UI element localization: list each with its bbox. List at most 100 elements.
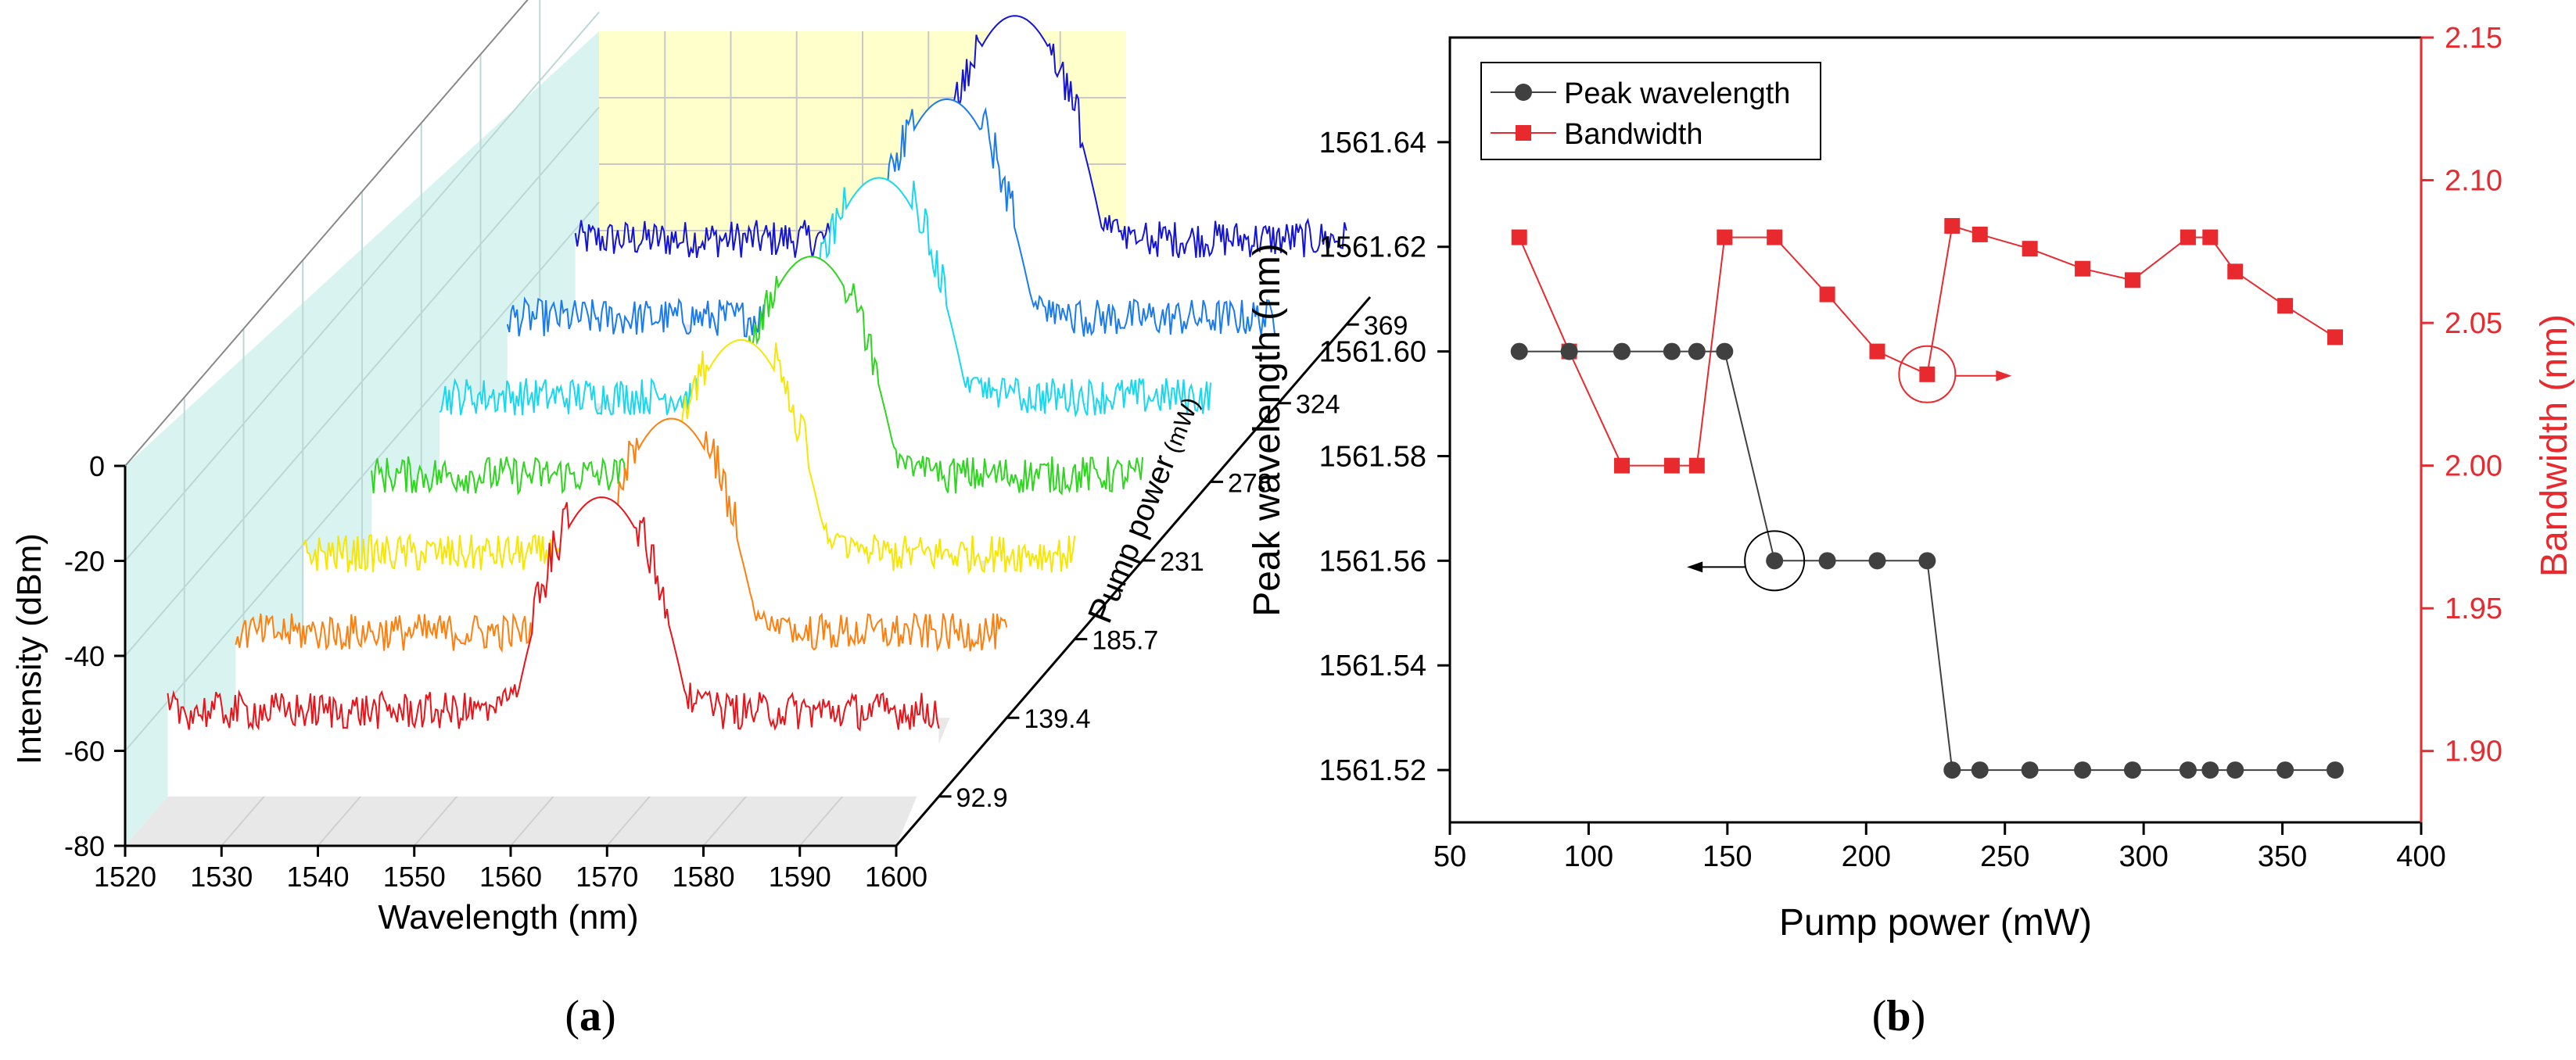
- bandwidth-point: [2075, 260, 2091, 277]
- peak-wavelength-point: [1818, 552, 1836, 570]
- peak-wavelength-point: [1943, 761, 1961, 779]
- panel-label-b: (b): [1872, 992, 1925, 1040]
- panel-a-waterfall-chart: 1520 1530 1540 1550 1560 1570 1580 1590 1600 0 -2…: [10, 0, 1408, 936]
- bandwidth-point: [1614, 457, 1631, 474]
- peak-wavelength-point: [2123, 761, 2141, 779]
- z-tick-label: 369: [1364, 311, 1408, 341]
- peak-wavelength-point: [2179, 761, 2197, 779]
- y-axis-ticks: 0 -20 -40 -60 -80: [64, 450, 125, 862]
- right-y-axis-title: Bandwidth (nm): [2534, 314, 2575, 577]
- y-tick-label: 1561.52: [1319, 754, 1426, 787]
- y2-tick-label: 2.15: [2445, 22, 2502, 55]
- x-tick-label: 1570: [576, 861, 638, 893]
- bandwidth-point: [1663, 457, 1680, 474]
- bandwidth-point: [1688, 457, 1705, 474]
- y-tick-label: 1561.56: [1319, 545, 1426, 578]
- peak-wavelength-point: [1613, 342, 1631, 360]
- z-tick-label: 278: [1228, 468, 1272, 498]
- bandwidth-point: [2327, 329, 2343, 346]
- legend-peak-marker: [1515, 84, 1532, 101]
- bandwidth-point: [2180, 229, 2196, 245]
- x-tick-label: 300: [2119, 840, 2168, 873]
- y-tick-label: 1561.54: [1319, 650, 1426, 682]
- spectrum-series-group: [167, 15, 1347, 797]
- z-tick-label: 139.4: [1024, 704, 1090, 734]
- y-tick-label: 1561.64: [1319, 127, 1426, 159]
- spectrum-line-139.4: [235, 417, 1008, 654]
- peak-wavelength-point: [2276, 761, 2294, 779]
- spectrum-line-369: [574, 15, 1347, 259]
- peak-wavelength-point: [1971, 761, 1989, 779]
- spectrum-line-278: [439, 177, 1211, 418]
- panel-label-b-close: ): [1911, 992, 1926, 1040]
- panel-b-dual-axis-chart: 50 100 150 200 250 300 350 400 1561.521561.5415…: [1247, 22, 2575, 944]
- bandwidth-point: [1717, 229, 1733, 245]
- bandwidth-annotation-circle: [1898, 345, 1957, 403]
- x-tick-label: 1600: [865, 861, 927, 893]
- x-axis-ticks: 1520 1530 1540 1550 1560 1570 1580 1590 1600: [94, 846, 927, 893]
- panel-label-a: (a): [565, 992, 615, 1040]
- y2-tick-label: 2.00: [2445, 450, 2502, 483]
- legend-bandwidth-label: Bandwidth: [1564, 118, 1702, 151]
- bandwidth-point: [2022, 241, 2038, 257]
- left-y-axis-ticks: 1561.52 1561.54 1561.56 1561.58 1561.60 1561.…: [1319, 127, 1450, 787]
- peak-wavelength-point: [2074, 761, 2092, 779]
- y-tick-label: -20: [64, 546, 105, 578]
- peak-wavelength-point: [2326, 761, 2344, 779]
- bandwidth-point: [2227, 263, 2244, 280]
- bandwidth-point: [1869, 343, 1885, 360]
- x-tick-label: 400: [2396, 840, 2445, 873]
- x-tick-label: 50: [1433, 840, 1466, 873]
- y-tick-label: -80: [64, 830, 105, 862]
- x-tick-label: 200: [1842, 840, 1891, 873]
- panel-label-a-open: (: [565, 992, 579, 1040]
- peak-wavelength-point: [1716, 342, 1734, 360]
- x-axis-title: Wavelength (nm): [378, 898, 638, 936]
- y2-tick-label: 1.90: [2445, 736, 2502, 768]
- legend: Peak wavelength Bandwidth: [1480, 62, 1821, 160]
- y-tick-label: 0: [89, 450, 105, 482]
- spectrum-line-185.7: [303, 338, 1076, 575]
- panel-label-a-close: ): [601, 992, 616, 1040]
- panel-label-b-open: (: [1872, 992, 1887, 1040]
- x-tick-label: 1540: [286, 861, 349, 893]
- bandwidth-point: [1767, 229, 1783, 245]
- x-tick-label: 350: [2258, 840, 2307, 873]
- x-tick-label: 1530: [190, 861, 253, 893]
- y-tick-label: -40: [64, 640, 105, 672]
- y-tick-label: 1561.58: [1319, 440, 1426, 473]
- panel-label-a-letter: a: [579, 992, 601, 1040]
- bandwidth-point: [1511, 229, 1527, 245]
- x-tick-label: 1590: [769, 861, 831, 893]
- panel-label-b-letter: b: [1886, 992, 1910, 1040]
- x-tick-label: 1520: [94, 861, 156, 893]
- y-tick-label: 1561.60: [1319, 336, 1426, 369]
- y-tick-label: 1561.62: [1319, 231, 1426, 264]
- legend-box: [1480, 62, 1821, 160]
- z-tick-label: 324: [1296, 390, 1340, 420]
- peak-wavelength-point: [1510, 342, 1528, 360]
- z-tick-label: 231: [1160, 547, 1204, 577]
- legend-peak-label: Peak wavelength: [1564, 77, 1790, 110]
- peak-wavelength-point: [1560, 342, 1578, 360]
- peak-wavelength-point: [1663, 342, 1681, 360]
- peak-wavelength-point: [2021, 761, 2039, 779]
- peak-wavelength-point: [2226, 761, 2244, 779]
- x-tick-label: 100: [1564, 840, 1613, 873]
- peak-wavelength-point: [1688, 342, 1706, 360]
- y2-tick-label: 2.05: [2445, 307, 2502, 340]
- y2-tick-label: 2.10: [2445, 165, 2502, 198]
- legend-bandwidth-marker: [1516, 125, 1531, 141]
- y2-tick-label: 1.95: [2445, 593, 2502, 625]
- left-y-axis-title: Peak wavelength (nm): [1247, 243, 1288, 617]
- side-wall-edge: [124, 0, 529, 467]
- series-group: [1510, 217, 2344, 779]
- y-axis-title: Intensity (dBm): [10, 533, 48, 765]
- x-tick-label: 1580: [672, 861, 734, 893]
- x-tick-label: 1560: [479, 861, 542, 893]
- right-arrow-icon: [1996, 370, 2012, 381]
- bandwidth-point: [1971, 226, 1988, 242]
- z-axis-line: [895, 296, 1372, 847]
- right-y-axis-ticks: 1.90 1.95 2.00 2.05 2.10 2.15: [2421, 22, 2502, 768]
